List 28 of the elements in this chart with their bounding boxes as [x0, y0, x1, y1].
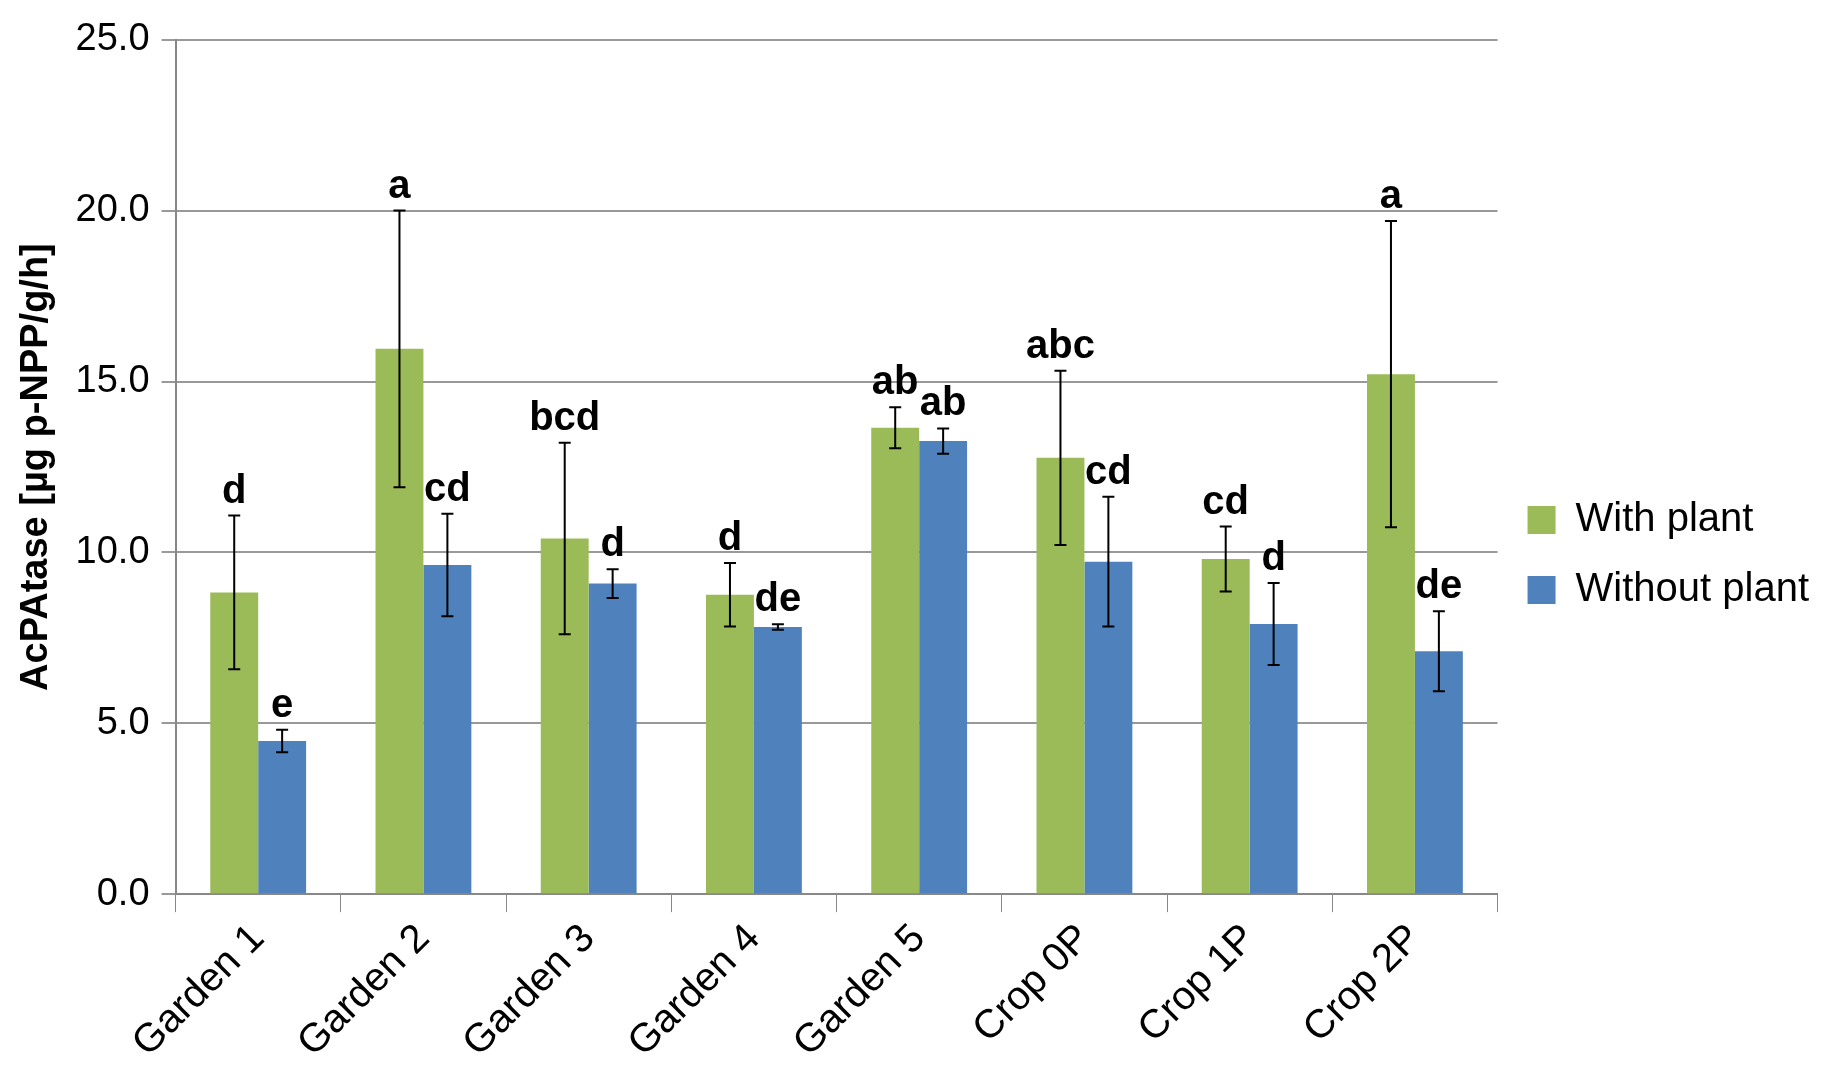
annotation: ab [871, 358, 919, 403]
legend-label: With plant [1575, 495, 1754, 540]
annotation: a [1379, 172, 1403, 217]
legend-label: Without plant [1575, 565, 1810, 610]
annotation: d [600, 520, 625, 565]
x-tick-label: Crop 1P [1128, 914, 1264, 1050]
annotation: e [271, 680, 294, 725]
x-tick-label: Crop 0P [963, 914, 1098, 1050]
annotation: a [388, 161, 412, 206]
annotation: d [717, 514, 743, 559]
annotation: cd [1202, 477, 1250, 522]
y-tick-label: 10.0 [75, 528, 150, 571]
annotation: cd [424, 464, 471, 509]
x-tick-label: Crop 2P [1293, 914, 1429, 1050]
annotation: bcd [529, 393, 601, 438]
annotation: d [1261, 533, 1286, 578]
y-tick-label: 5.0 [96, 699, 150, 742]
annotation: cd [1085, 447, 1132, 492]
annotation: ab [919, 379, 967, 424]
y-tick-label: 0.0 [96, 870, 150, 913]
y-tick-label: 15.0 [75, 358, 150, 401]
y-tick-label: 25.0 [75, 16, 150, 59]
y-tick-label: 20.0 [75, 187, 150, 230]
annotation: d [222, 466, 247, 511]
annotation: de [1415, 562, 1463, 607]
y-axis-title: AcPAtase [µg p-NPP/g/h] [13, 243, 56, 691]
annotation: de [754, 575, 802, 620]
annotation: abc [1025, 321, 1095, 366]
